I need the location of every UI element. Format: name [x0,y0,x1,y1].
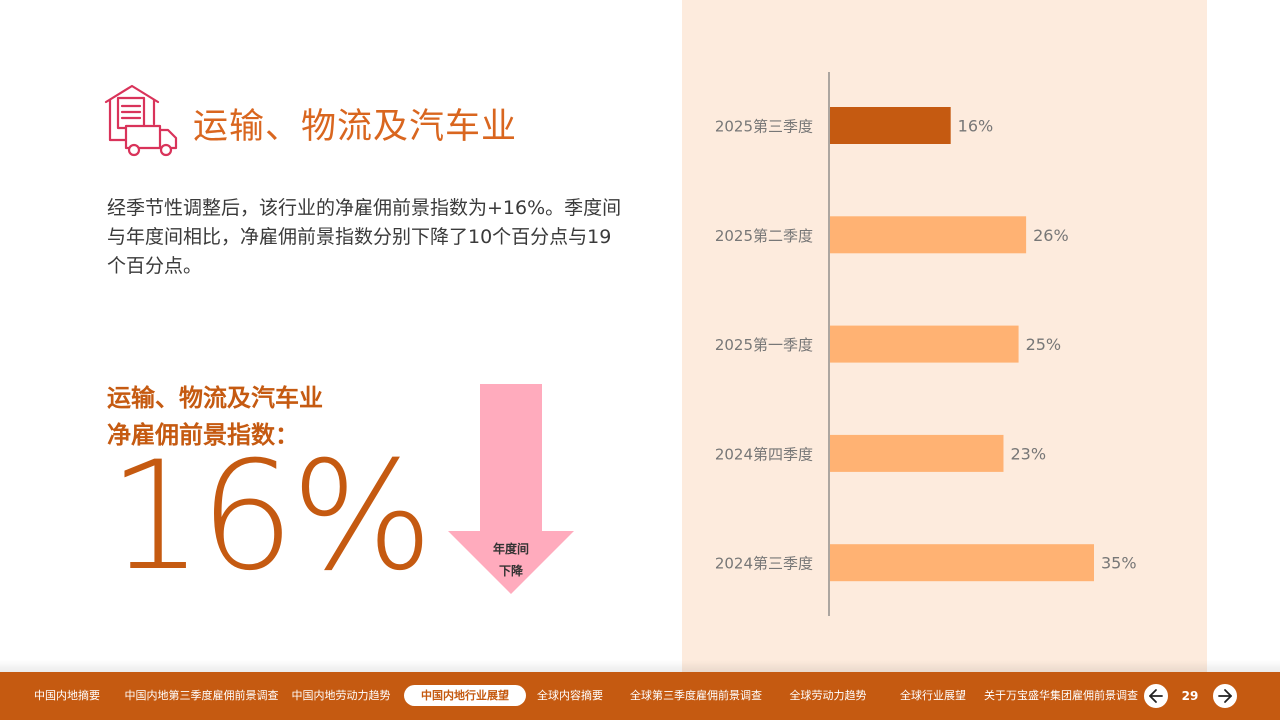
metric-label-line1: 运输、物流及汽车业 [107,384,323,412]
nav-item[interactable]: 全球内容摘要 [537,689,603,702]
chart-value-label: 35% [1101,554,1137,573]
metric-value: 16% [108,430,433,604]
nav-item[interactable]: 中国内地摘要 [34,689,100,702]
nav-item[interactable]: 中国内地行业展望 [404,685,526,706]
metric-label: 运输、物流及汽车业 净雇佣前景指数： [107,380,323,454]
nav-item[interactable]: 全球劳动力趋势 [789,689,867,702]
chart-category-label: 2024第三季度 [715,555,813,573]
page-title: 运输、物流及汽车业 [193,107,518,147]
down-arrow-icon [448,384,574,594]
chart-bar [830,107,951,144]
chart-bar [830,216,1027,254]
chart-value-label: 16% [958,117,994,136]
nav-shadow [0,660,1280,672]
chart-category-label: 2025第二季度 [715,227,813,245]
chart-value-label: 23% [1010,444,1046,463]
bottom-nav-bar [0,672,1280,720]
arrow-right-icon[interactable] [1213,684,1237,708]
nav-item[interactable]: 全球行业展望 [900,689,966,702]
warehouse-truck-icon [104,84,180,158]
bar-chart: 2025第三季度 16% 2025第二季度 26% 2025第一季度 25% 2024第四季… [682,60,1207,630]
description-text: 经季节性调整后，该行业的净雇佣前景指数为+16%。季度间与年度间相比，净雇佣前景… [107,197,622,277]
bar-chart-svg: 2025第三季度 16% 2025第二季度 26% 2025第一季度 25% 2024第四季… [715,72,1137,616]
arrow-left-icon[interactable] [1144,684,1168,708]
arrow-caption-line1: 年度间 [492,542,529,556]
metric-label-line2: 净雇佣前景指数： [107,421,299,449]
nav-item[interactable]: 中国内地劳动力趋势 [291,689,391,702]
chart-bar [830,434,1004,472]
chart-category-label: 2024第四季度 [715,445,813,463]
nav-item[interactable]: 全球第三季度雇佣前景调查 [630,689,762,702]
arrow-caption-line2: 下降 [498,564,523,578]
chart-category-label: 2025第一季度 [715,336,813,354]
chart-value-label: 25% [1026,335,1062,354]
chart-value-label: 26% [1033,226,1069,245]
nav-item[interactable]: 中国内地第三季度雇佣前景调查 [124,689,279,702]
chart-category-label: 2025第三季度 [715,118,813,136]
arrow-caption: 年度间 下降 [448,538,574,582]
page-number: 29 [1181,689,1199,703]
chart-bar [830,544,1094,582]
chart-bar [830,325,1019,363]
nav-item[interactable]: 关于万宝盛华集团雇佣前景调查 [984,689,1138,702]
